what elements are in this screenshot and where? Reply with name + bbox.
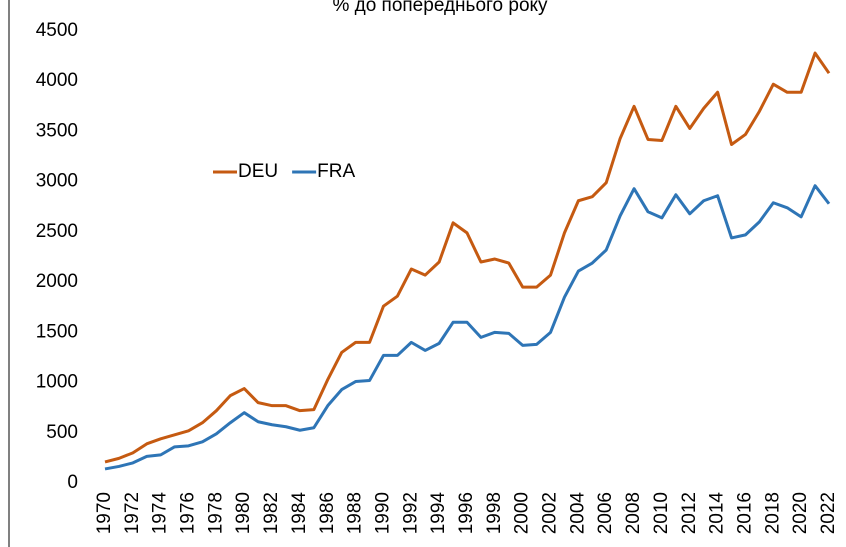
y-tick-label: 0 xyxy=(67,472,78,493)
series-line xyxy=(104,51,831,464)
x-tick-label: 2020 xyxy=(790,492,811,534)
x-tick-label: 2006 xyxy=(595,492,616,534)
x-tick-label: 1972 xyxy=(122,492,143,534)
x-tick-label: 1986 xyxy=(317,492,338,534)
y-tick-label: 2000 xyxy=(36,271,78,292)
x-tick-label: 1992 xyxy=(400,492,421,534)
y-tick-label: 500 xyxy=(46,422,78,443)
y-tick-label: 2500 xyxy=(36,221,78,242)
x-tick-label: 2002 xyxy=(540,492,561,534)
x-tick-label: 1988 xyxy=(345,492,366,534)
y-tick-label: 3500 xyxy=(36,120,78,141)
x-tick-label: 2022 xyxy=(818,492,839,534)
x-tick-label: 2000 xyxy=(512,492,533,534)
x-tick-label: 1982 xyxy=(261,492,282,534)
chart-title: % до попереднього року xyxy=(332,0,548,16)
x-tick-label: 1984 xyxy=(289,492,310,535)
x-tick-label: 2010 xyxy=(651,492,672,534)
legend-label: DEU xyxy=(238,161,278,182)
x-tick-label: 2018 xyxy=(762,492,783,534)
x-tick-label: 1976 xyxy=(178,492,199,534)
x-tick-label: 1998 xyxy=(484,492,505,534)
x-tick-label: 2004 xyxy=(567,492,588,535)
x-tick-label: 1980 xyxy=(233,492,254,534)
series-line xyxy=(104,184,831,471)
x-tick-label: 1970 xyxy=(94,492,115,534)
x-tick-label: 1996 xyxy=(456,492,477,534)
y-tick-label: 3000 xyxy=(36,171,78,192)
y-tick-label: 1000 xyxy=(36,372,78,393)
x-tick-label: 1974 xyxy=(150,492,171,535)
x-tick-label: 1978 xyxy=(205,492,226,534)
x-tick-label: 2012 xyxy=(679,492,700,534)
x-tick-label: 2008 xyxy=(623,492,644,534)
y-tick-label: 4000 xyxy=(36,70,78,91)
x-tick-label: 1994 xyxy=(428,492,449,535)
y-tick-label: 4500 xyxy=(36,20,78,41)
legend-label: FRA xyxy=(317,161,355,182)
y-tick-label: 1500 xyxy=(36,321,78,342)
x-tick-label: 2016 xyxy=(734,492,755,534)
x-tick-label: 1990 xyxy=(372,492,393,534)
x-tick-label: 2014 xyxy=(707,492,728,535)
